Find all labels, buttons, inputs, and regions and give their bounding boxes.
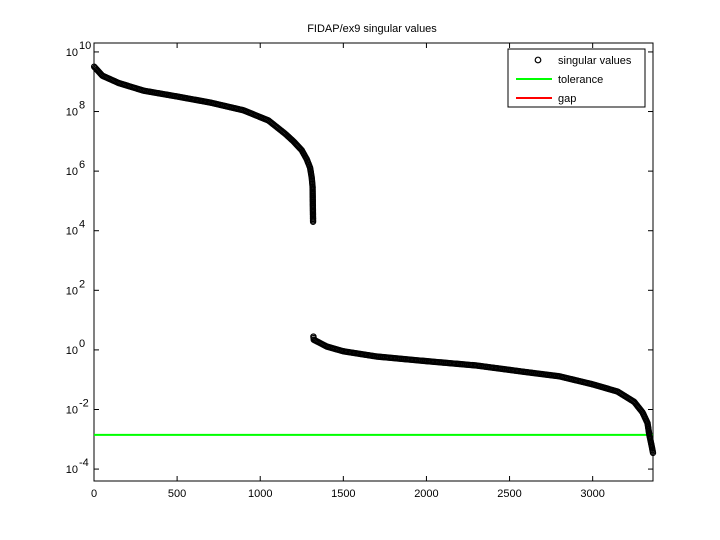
y-tick-exponent: -4 [79,457,89,469]
y-tick-label: 10 [66,345,78,357]
legend-label: singular values [558,55,632,67]
y-tick-exponent: 8 [79,100,85,112]
data-point [649,449,657,457]
y-tick-label: 10 [66,404,78,416]
series-markers [90,63,657,457]
legend-marker [534,56,542,64]
y-tick-exponent: 4 [79,219,85,231]
legend-label: tolerance [558,74,603,86]
data-point [309,218,317,225]
y-tick-exponent: 10 [79,40,91,52]
y-tick-exponent: -2 [79,397,89,409]
y-tick-exponent: 0 [79,338,85,350]
y-tick-label: 10 [66,47,78,59]
y-tick-exponent: 2 [79,278,85,290]
y-tick-label: 10 [66,226,78,238]
axis-tick-labels: 0 500 1000 1500 2000 2500 300010-410-210010210… [66,40,605,500]
y-tick-label: 10 [66,285,78,297]
chart-title: FIDAP/ex9 singular values [307,23,437,35]
x-tick-label: 3000 [580,488,604,500]
plot-area-frame [93,42,654,482]
x-tick-label: 0 [91,488,97,500]
x-tick-label: 1000 [248,488,272,500]
y-tick-label: 10 [66,166,78,178]
x-tick-label: 500 [168,488,186,500]
legend: singular values tolerance gap [507,48,646,108]
y-tick-label: 10 [66,107,78,119]
axis-ticks [93,43,653,481]
x-tick-label: 1500 [331,488,355,500]
legend-label: gap [558,93,576,105]
y-tick-exponent: 6 [79,159,85,171]
x-tick-label: 2500 [497,488,521,500]
x-tick-label: 2000 [414,488,438,500]
y-tick-label: 10 [66,464,78,476]
